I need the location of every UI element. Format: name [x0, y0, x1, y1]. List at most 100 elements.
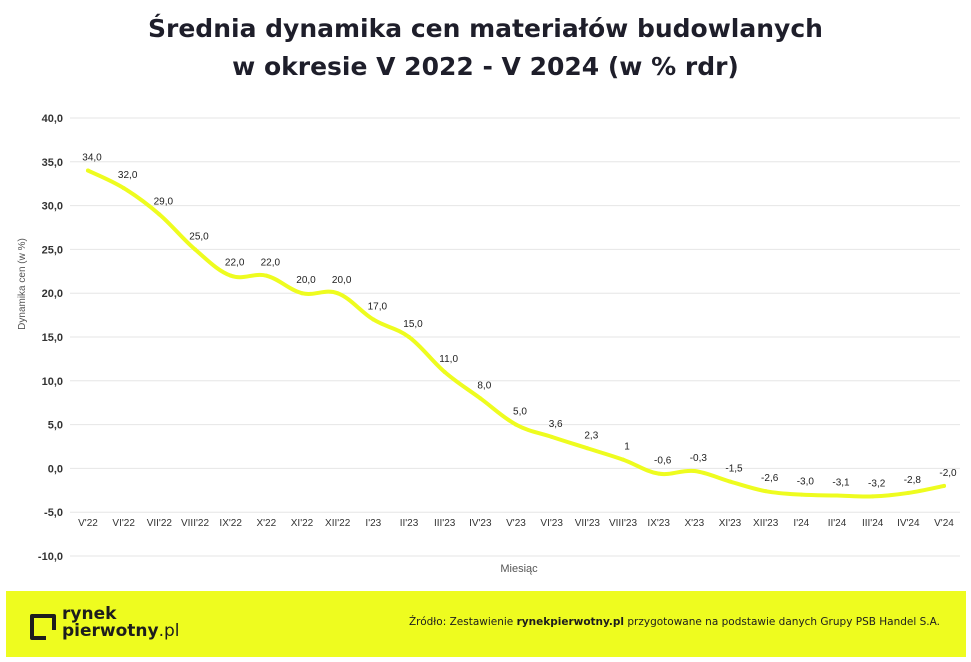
data-point — [942, 483, 946, 488]
x-tick-label: III'24 — [862, 518, 884, 529]
x-tick-label: VII'23 — [575, 518, 601, 529]
data-label: 20,0 — [296, 275, 316, 286]
x-tick-label: XI'22 — [291, 518, 314, 529]
y-tick-label: -5,0 — [44, 507, 63, 519]
data-point — [407, 335, 411, 339]
x-tick-label: I'23 — [365, 518, 381, 529]
data-label: 3,6 — [549, 419, 563, 430]
data-label: -3,2 — [868, 478, 886, 489]
y-tick-label: -10,0 — [38, 551, 63, 563]
x-tick-label: II'23 — [400, 518, 419, 529]
data-label: 8,0 — [477, 380, 491, 391]
data-point — [621, 457, 625, 462]
data-point — [442, 370, 447, 375]
data-point — [157, 212, 162, 217]
x-tick-label: XI'23 — [719, 518, 742, 529]
data-label: -2,0 — [939, 468, 957, 479]
y-tick-label: 10,0 — [42, 376, 63, 388]
x-tick-label: I'24 — [793, 518, 809, 529]
y-tick-label: 20,0 — [42, 288, 63, 300]
title-line-1: Średnia dynamika cen materiałów budowlan… — [148, 14, 823, 43]
data-point — [264, 273, 269, 278]
data-point — [692, 469, 697, 474]
data-label: 1 — [624, 442, 630, 453]
x-tick-label: IV'24 — [897, 518, 920, 529]
data-label: 22,0 — [261, 258, 281, 269]
data-point — [906, 490, 911, 495]
x-tick-label: IX'22 — [219, 518, 242, 529]
x-tick-label: V'22 — [78, 518, 98, 529]
data-label: 34,0 — [82, 153, 102, 164]
data-label: 2,3 — [584, 430, 598, 441]
y-tick-label: 0,0 — [48, 463, 63, 475]
x-tick-label: VI'23 — [540, 518, 563, 529]
source-link[interactable]: rynekpierwotny.pl — [516, 616, 625, 628]
data-point — [371, 317, 376, 322]
x-tick-label: IV'23 — [469, 518, 492, 529]
data-label: 20,0 — [332, 275, 352, 286]
data-label: -3,1 — [832, 478, 850, 489]
x-tick-label: VIII'22 — [181, 518, 209, 529]
logo-line-1: rynek — [62, 604, 117, 624]
data-label: -1,5 — [725, 464, 743, 475]
x-tick-label: III'23 — [434, 518, 456, 529]
logo-suffix: .pl — [158, 621, 180, 641]
data-point — [799, 492, 804, 497]
footer-bar: rynek pierwotny.pl Źródło: Zestawienie r… — [6, 591, 966, 657]
data-label: 29,0 — [154, 196, 174, 207]
data-point — [514, 422, 518, 427]
x-tick-label: V'24 — [934, 518, 954, 529]
data-point — [335, 291, 340, 296]
x-tick-label: V'23 — [506, 518, 526, 529]
source-suffix: przygotowane na podstawie danych Grupy P… — [624, 616, 940, 628]
data-label: -2,6 — [761, 473, 779, 484]
chart-title: Średnia dynamika cen materiałów budowlan… — [0, 10, 971, 86]
data-point — [478, 396, 483, 401]
y-axis-title: Dynamika cen (w %) — [17, 238, 28, 330]
data-point — [585, 446, 590, 451]
source-prefix: Źródło: Zestawienie — [408, 616, 517, 628]
data-point — [656, 471, 661, 476]
data-label: 11,0 — [439, 354, 458, 365]
data-point — [835, 493, 839, 498]
y-tick-label: 15,0 — [42, 332, 63, 344]
x-tick-label: VI'22 — [112, 518, 135, 529]
data-label: 32,0 — [118, 170, 138, 181]
data-label: -2,8 — [904, 475, 922, 486]
data-point — [728, 479, 732, 484]
x-tick-label: IX'23 — [647, 518, 670, 529]
logo-line-2: pierwotny — [62, 621, 159, 641]
data-point — [86, 168, 90, 173]
x-tick-label: VIII'23 — [609, 518, 637, 529]
x-tick-label: X'23 — [684, 518, 704, 529]
data-label: 15,0 — [403, 319, 423, 330]
line-chart: -10,0-5,00,05,010,015,020,025,030,035,04… — [17, 113, 960, 575]
data-label: 22,0 — [225, 258, 245, 269]
data-label: 25,0 — [189, 231, 209, 242]
title-line-2: w okresie V 2022 - V 2024 (w % rdr) — [232, 52, 739, 81]
data-label: 5,0 — [513, 407, 527, 418]
x-axis-title: Miesiąc — [500, 563, 538, 575]
logo[interactable]: rynek pierwotny.pl — [62, 606, 180, 640]
y-tick-label: 40,0 — [42, 113, 63, 125]
data-label: -0,3 — [690, 453, 708, 464]
x-tick-label: XII'23 — [753, 518, 779, 529]
y-tick-label: 5,0 — [48, 420, 63, 432]
data-label: -0,6 — [654, 456, 672, 467]
x-tick-label: XII'22 — [325, 518, 351, 529]
data-point — [228, 273, 233, 278]
data-label: -3,0 — [797, 477, 815, 488]
logo-icon — [30, 614, 56, 640]
source-note: Źródło: Zestawienie rynekpierwotny.pl pr… — [409, 616, 940, 628]
data-point — [300, 291, 304, 296]
y-tick-label: 25,0 — [42, 244, 63, 256]
data-point — [763, 489, 768, 494]
data-label: 17,0 — [368, 301, 388, 312]
data-point — [193, 247, 197, 252]
data-point — [121, 186, 126, 191]
x-tick-label: VII'22 — [147, 518, 173, 529]
data-point — [870, 494, 875, 499]
y-tick-label: 30,0 — [42, 201, 63, 213]
y-tick-label: 35,0 — [42, 157, 63, 169]
data-point — [549, 434, 554, 439]
